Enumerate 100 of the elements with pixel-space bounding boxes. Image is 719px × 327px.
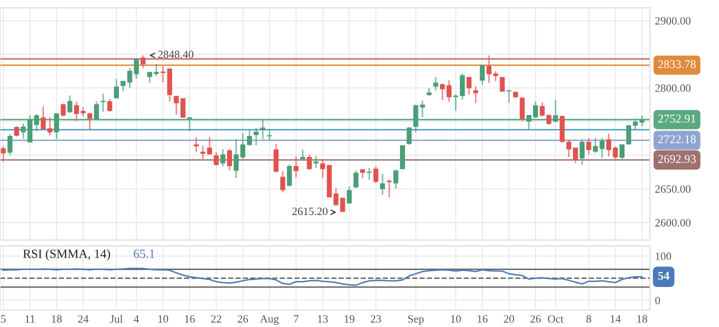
candlestick bbox=[380, 173, 386, 196]
candlestick bbox=[473, 86, 478, 104]
chart-title: RSI (SMMA, 14) bbox=[23, 249, 110, 261]
x-tick-label: 11 bbox=[26, 315, 35, 323]
annotation: 2848.40 bbox=[158, 50, 194, 58]
x-tick-label: 22 bbox=[211, 315, 222, 323]
x-tick-label: 16 bbox=[478, 315, 488, 323]
candlestick bbox=[626, 124, 632, 146]
x-tick-label: 20 bbox=[504, 315, 514, 323]
candlestick bbox=[220, 148, 226, 168]
candlestick bbox=[254, 127, 259, 146]
candlestick bbox=[266, 128, 272, 142]
x-tick-label: 10 bbox=[158, 315, 168, 323]
x-tick-label: 18 bbox=[637, 315, 648, 323]
line-series bbox=[2, 268, 643, 286]
candlestick bbox=[353, 170, 358, 189]
x-tick-label: 4 bbox=[134, 315, 139, 323]
candlestick bbox=[406, 126, 412, 146]
x-tick-label: Jul bbox=[110, 314, 123, 323]
x-tick-label: 10 bbox=[451, 315, 461, 323]
candlestick bbox=[460, 72, 465, 100]
x-tick-label: 8 bbox=[586, 315, 592, 323]
x-tick-label: 26 bbox=[238, 315, 248, 323]
candlestick bbox=[194, 136, 199, 154]
x-tick-label: 24 bbox=[78, 315, 89, 323]
candlestick bbox=[154, 63, 159, 77]
candlestick bbox=[87, 112, 92, 130]
candlestick bbox=[586, 137, 592, 156]
candlestick bbox=[400, 144, 405, 170]
candlestick bbox=[280, 170, 286, 194]
candlestick bbox=[360, 168, 366, 179]
candlestick bbox=[314, 156, 318, 169]
annotation: 2615.20 bbox=[292, 208, 328, 216]
candlestick bbox=[433, 76, 438, 92]
candlestick bbox=[286, 164, 292, 188]
candlestick bbox=[500, 76, 505, 92]
candlestick bbox=[8, 133, 12, 156]
candlestick bbox=[320, 158, 326, 179]
candlestick bbox=[366, 167, 372, 180]
candlestick bbox=[134, 57, 139, 80]
ref-line-label: 2692.93 bbox=[658, 155, 696, 163]
candlestick bbox=[393, 169, 398, 190]
x-tick-label: Sep bbox=[408, 315, 424, 325]
candlestick bbox=[373, 166, 378, 184]
x-tick-label: 26 bbox=[530, 315, 541, 323]
annotation: 65.1 bbox=[134, 250, 154, 258]
candlestick bbox=[540, 102, 545, 118]
candlestick bbox=[94, 100, 99, 120]
candlestick bbox=[60, 102, 66, 118]
y-tick-label: 100 bbox=[656, 252, 672, 260]
ref-line-label: 2833.78 bbox=[658, 60, 696, 68]
candlestick bbox=[520, 96, 525, 122]
candlestick bbox=[506, 90, 512, 104]
x-tick-label: 19 bbox=[344, 315, 354, 323]
candlestick bbox=[620, 144, 625, 160]
y-tick-label: 2650.00 bbox=[655, 185, 691, 193]
candlestick bbox=[480, 64, 485, 86]
x-tick-label: 16 bbox=[185, 315, 195, 323]
candlestick bbox=[147, 71, 152, 84]
candlestick bbox=[306, 154, 312, 170]
candlestick bbox=[453, 94, 458, 112]
x-tick-label: Aug bbox=[260, 315, 279, 325]
y-tick-label: 2600.00 bbox=[655, 218, 691, 227]
candlestick bbox=[127, 67, 132, 89]
y-tick-label: 2900.00 bbox=[655, 17, 691, 25]
candlestick bbox=[612, 146, 618, 160]
candlestick bbox=[0, 146, 6, 162]
candlestick bbox=[214, 152, 219, 166]
text: 54 bbox=[658, 272, 670, 280]
candlestick bbox=[274, 143, 279, 174]
x-tick-label: 18 bbox=[52, 315, 62, 323]
candlestick bbox=[346, 186, 352, 204]
candlestick bbox=[227, 148, 232, 172]
candlestick bbox=[466, 76, 472, 96]
candlestick bbox=[580, 138, 585, 166]
candlestick bbox=[260, 118, 266, 140]
x-tick-label: Oct bbox=[548, 315, 564, 323]
candlestick bbox=[54, 112, 60, 140]
candlestick bbox=[553, 98, 558, 124]
candlestick bbox=[120, 80, 126, 92]
y-tick-label: 0 bbox=[655, 296, 660, 304]
candlestick bbox=[140, 54, 146, 69]
candlestick bbox=[14, 126, 20, 138]
x-tick-label: 7 bbox=[294, 315, 299, 323]
candlestick bbox=[100, 92, 106, 112]
x-tick-label: 13 bbox=[318, 315, 328, 323]
candlestick bbox=[294, 156, 299, 178]
y-tick-label: 2800.00 bbox=[655, 84, 691, 92]
candlestick bbox=[546, 114, 552, 126]
x-tick-label: 5 bbox=[1, 315, 6, 323]
candlestick bbox=[40, 106, 46, 130]
x-tick-label: 23 bbox=[370, 315, 382, 323]
ref-line-label: 2752.91 bbox=[658, 114, 696, 123]
candlestick bbox=[107, 98, 112, 112]
x-tick-label: 14 bbox=[610, 315, 621, 323]
candlestick bbox=[114, 78, 119, 99]
candlestick bbox=[606, 132, 612, 158]
candlestick bbox=[47, 116, 52, 136]
candlestick bbox=[386, 179, 392, 198]
ref-line-label: 2722.18 bbox=[658, 135, 696, 144]
